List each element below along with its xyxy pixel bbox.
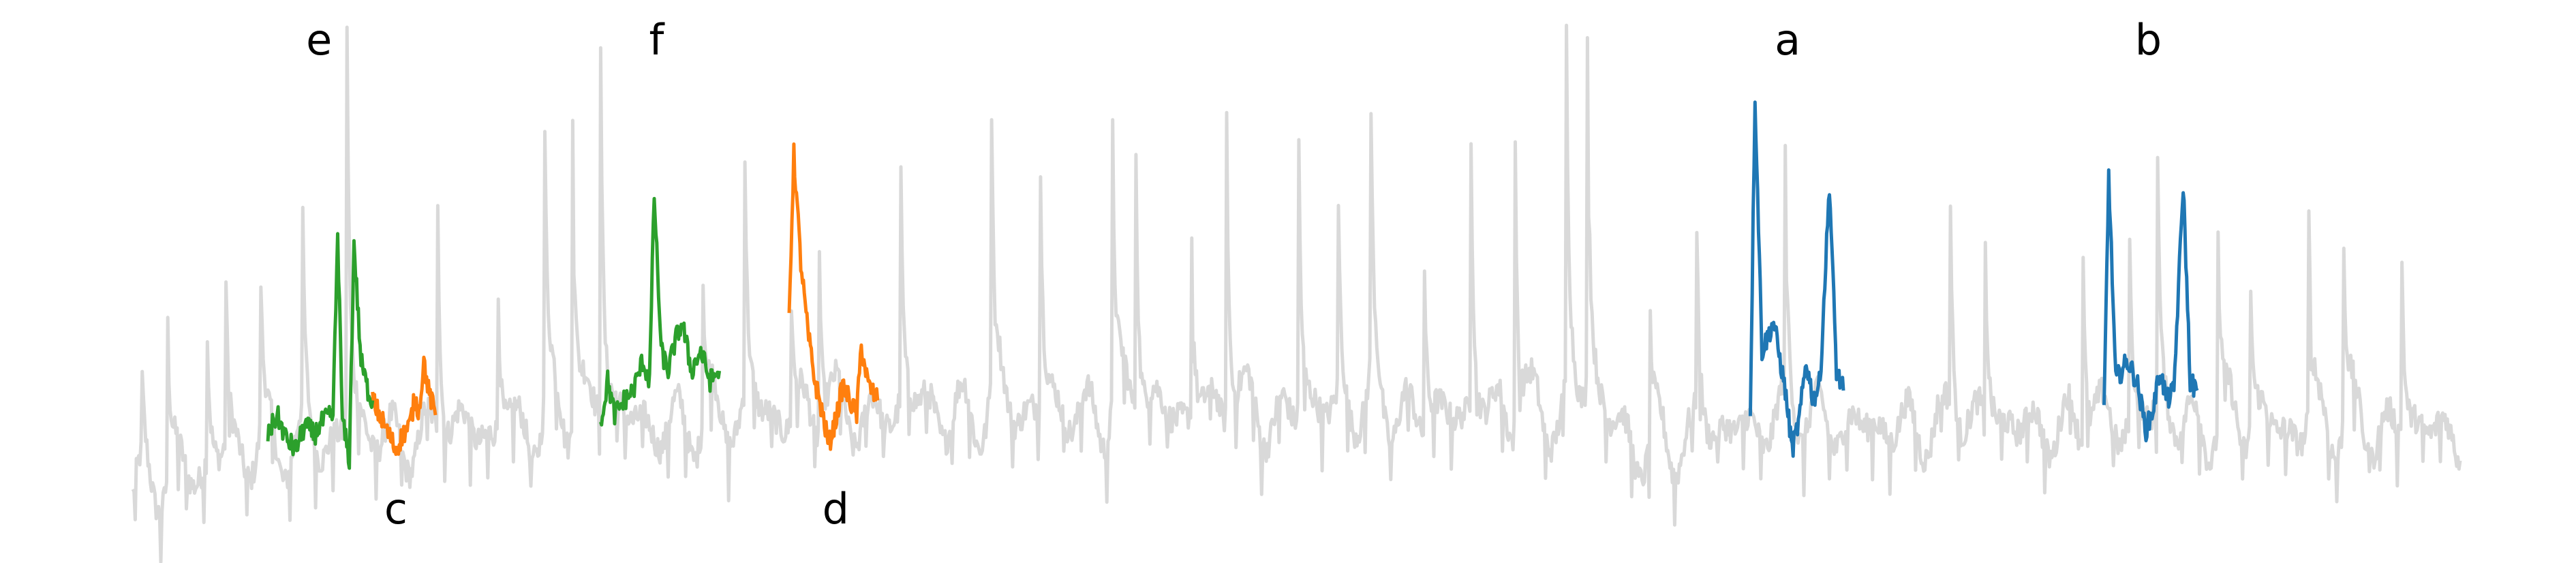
- segment-label-b: b: [2135, 15, 2162, 65]
- segment-line-c: [371, 355, 438, 456]
- segment-label-a: a: [1775, 15, 1800, 65]
- segment-line-e: [266, 232, 375, 470]
- segment-line-d: [787, 142, 880, 451]
- segment-label-d: d: [823, 484, 849, 534]
- segment-label-e: e: [306, 15, 332, 65]
- segment-labels: a b c d e f: [306, 15, 2162, 534]
- background-trace: [131, 23, 2462, 563]
- segment-line-f: [599, 196, 722, 427]
- segment-line-b: [2102, 168, 2199, 442]
- segment-label-f: f: [649, 15, 665, 65]
- highlighted-segments: [266, 100, 2199, 470]
- segment-label-c: c: [384, 484, 408, 534]
- background-series: [131, 23, 2462, 563]
- segment-line-a: [1748, 100, 1845, 458]
